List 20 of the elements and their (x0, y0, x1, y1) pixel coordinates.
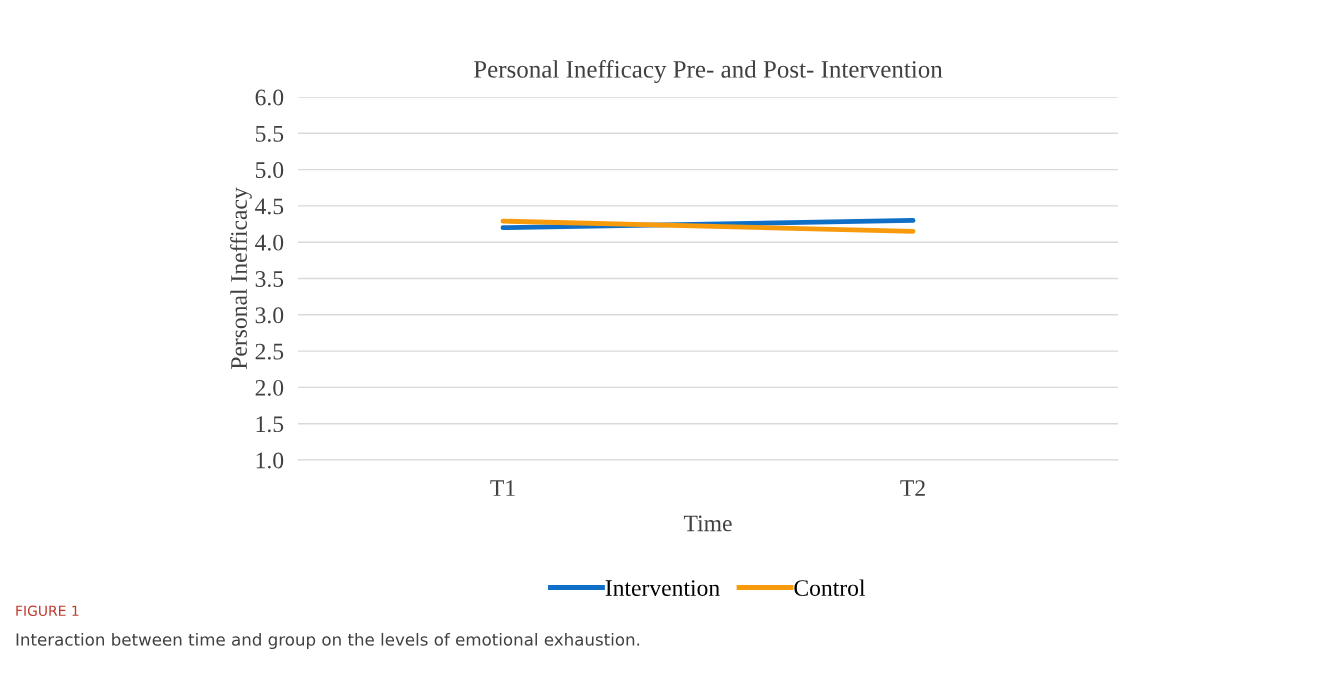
y-tick-label: 4.0 (255, 234, 284, 251)
x-tick-label: T2 (900, 480, 925, 496)
y-tick-label: 4.5 (255, 198, 284, 215)
y-tick-label: 3.0 (255, 307, 284, 324)
y-tick-label: 1.5 (256, 416, 284, 433)
x-axis-title: Time (683, 515, 732, 532)
y-tick-label: 6.0 (255, 89, 284, 106)
legend-label: Intervention (605, 580, 720, 597)
x-tick-label: T1 (490, 480, 515, 496)
y-tick-label: 5.5 (255, 126, 284, 142)
text: Interaction between time and group on the levels of emotional exhaustion. (16, 632, 640, 650)
chart-title: Personal Inefficacy Pre- and Post- Intervention (473, 59, 943, 83)
y-tick-label: 3.5 (255, 271, 284, 288)
caption: FIGURE 1 (16, 605, 79, 617)
y-tick-label: 2.5 (255, 343, 284, 360)
y-tick-label: 5.0 (255, 162, 284, 179)
y-tick-label: 1.0 (256, 452, 284, 469)
y-tick-label: 2.0 (255, 379, 284, 396)
legend-label: Control (794, 579, 866, 597)
y-axis-title: Personal Inefficacy (230, 187, 252, 370)
